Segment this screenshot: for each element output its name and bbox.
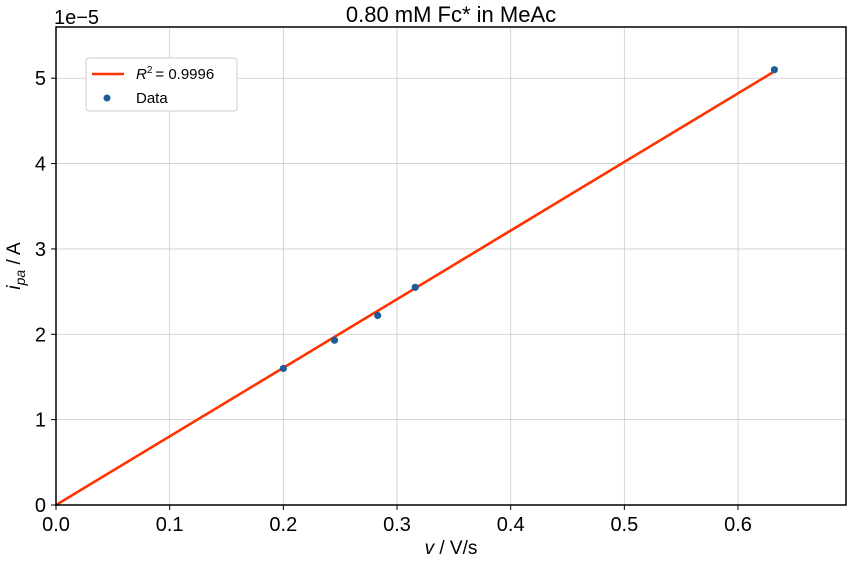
legend-fit-label: R2 = 0.9996 (136, 65, 214, 83)
legend: R2 = 0.9996 Data (85, 57, 238, 112)
y-offset-text: 1e−5 (54, 7, 99, 29)
y-tick-label: 0 (35, 495, 46, 517)
y-axis-label: ipa / A (4, 242, 28, 290)
data-point (330, 336, 339, 344)
x-tick-label: 0.1 (156, 514, 184, 536)
y-tick-label: 1 (35, 410, 46, 432)
data-point (770, 66, 778, 74)
x-axis-label: v / V/s (425, 538, 478, 559)
y-axis: 0 1 2 3 4 5 (35, 68, 56, 517)
data-series (279, 66, 778, 373)
y-tick-label: 2 (35, 324, 46, 346)
y-tick-label: 5 (35, 68, 46, 90)
y-tick-label: 3 (35, 239, 46, 261)
x-axis: 0.0 0.1 0.2 0.3 0.4 0.5 0.6 (42, 505, 752, 536)
data-point (374, 311, 382, 320)
grid (55, 27, 846, 506)
chart-title: 0.80 mM Fc* in MeAc (346, 2, 556, 27)
y-tick-label: 4 (35, 154, 46, 176)
legend-box (85, 57, 238, 112)
x-tick-label: 0.5 (610, 514, 638, 536)
data-point (279, 364, 287, 373)
x-tick-label: 0.2 (269, 514, 297, 536)
plot-frame (55, 26, 847, 506)
x-tick-label: 0.4 (497, 514, 525, 536)
x-tick-label: 0.6 (724, 514, 752, 536)
x-tick-label: 0.3 (383, 514, 411, 536)
data-point (411, 283, 419, 291)
legend-data-swatch (103, 94, 111, 102)
legend-data-label: Data (136, 90, 168, 107)
x-tick-label: 0.0 (42, 514, 70, 536)
